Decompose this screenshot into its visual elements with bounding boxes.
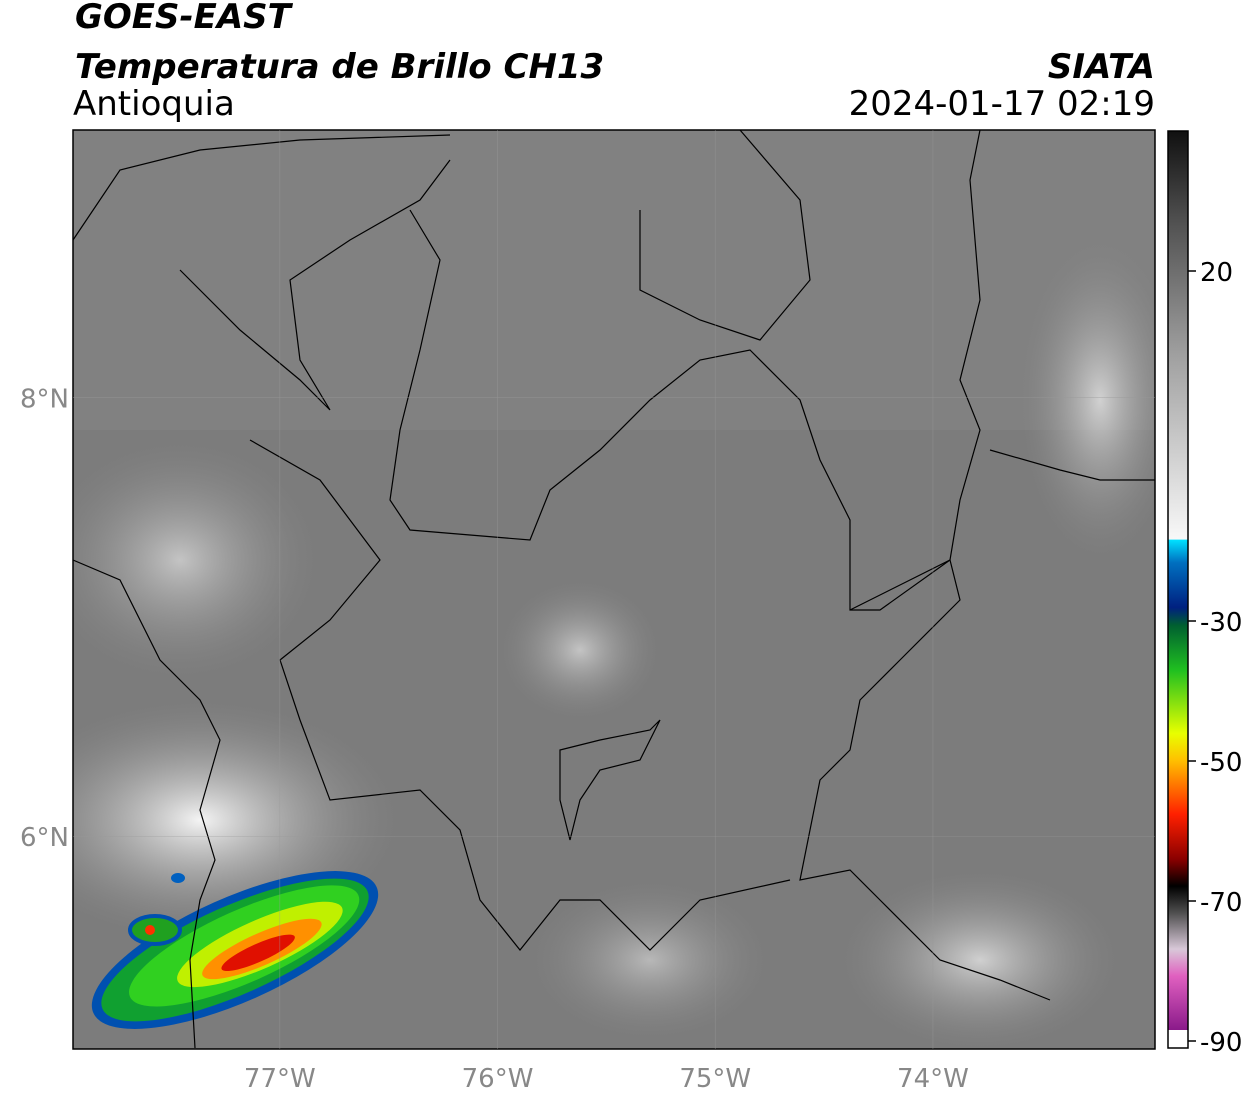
subtitle: Temperatura de Brillo CH13 xyxy=(75,47,604,87)
map-frame xyxy=(72,129,1156,1050)
colorbar-under xyxy=(1168,1030,1188,1048)
source: SIATA xyxy=(1048,47,1155,87)
x-tick-label: 77°W xyxy=(244,1064,316,1094)
x-tick-label: 74°W xyxy=(897,1064,969,1094)
y-tick-label: 6°N xyxy=(20,823,69,853)
colorbar-tick-label: -30 xyxy=(1200,608,1242,638)
y-tick-label: 8°N xyxy=(20,385,69,415)
x-tick-label: 75°W xyxy=(679,1064,751,1094)
region: Antioquia xyxy=(73,84,235,124)
colorbar-tick-label: -70 xyxy=(1200,888,1242,918)
datetime: 2024-01-17 02:19 xyxy=(849,84,1155,124)
colorbar-tick-label: -50 xyxy=(1200,748,1242,778)
map-image xyxy=(73,130,1155,1049)
colorbar-tick-label: 20 xyxy=(1200,258,1233,288)
title: GOES-EAST xyxy=(75,0,294,37)
colorbar xyxy=(1168,131,1188,1030)
colorbar-tick-label: -90 xyxy=(1200,1028,1242,1058)
colorbar-frame xyxy=(1167,130,1189,1049)
x-tick-label: 76°W xyxy=(462,1064,534,1094)
